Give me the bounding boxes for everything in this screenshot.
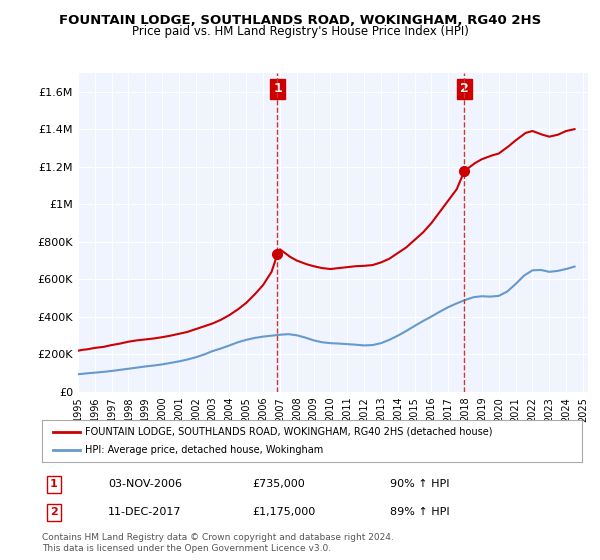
Text: 11-DEC-2017: 11-DEC-2017 (108, 507, 182, 517)
Text: £1,175,000: £1,175,000 (252, 507, 315, 517)
Text: FOUNTAIN LODGE, SOUTHLANDS ROAD, WOKINGHAM, RG40 2HS (detached house): FOUNTAIN LODGE, SOUTHLANDS ROAD, WOKINGH… (85, 427, 493, 437)
Text: 1: 1 (50, 479, 58, 489)
Text: Contains HM Land Registry data © Crown copyright and database right 2024.
This d: Contains HM Land Registry data © Crown c… (42, 533, 394, 553)
Text: Price paid vs. HM Land Registry's House Price Index (HPI): Price paid vs. HM Land Registry's House … (131, 25, 469, 38)
Text: 03-NOV-2006: 03-NOV-2006 (108, 479, 182, 489)
Text: 89% ↑ HPI: 89% ↑ HPI (390, 507, 449, 517)
Text: HPI: Average price, detached house, Wokingham: HPI: Average price, detached house, Woki… (85, 445, 323, 455)
Text: 2: 2 (50, 507, 58, 517)
Text: 90% ↑ HPI: 90% ↑ HPI (390, 479, 449, 489)
Text: 1: 1 (273, 82, 282, 95)
Text: FOUNTAIN LODGE, SOUTHLANDS ROAD, WOKINGHAM, RG40 2HS: FOUNTAIN LODGE, SOUTHLANDS ROAD, WOKINGH… (59, 14, 541, 27)
Text: 2: 2 (460, 82, 469, 95)
Text: £735,000: £735,000 (252, 479, 305, 489)
